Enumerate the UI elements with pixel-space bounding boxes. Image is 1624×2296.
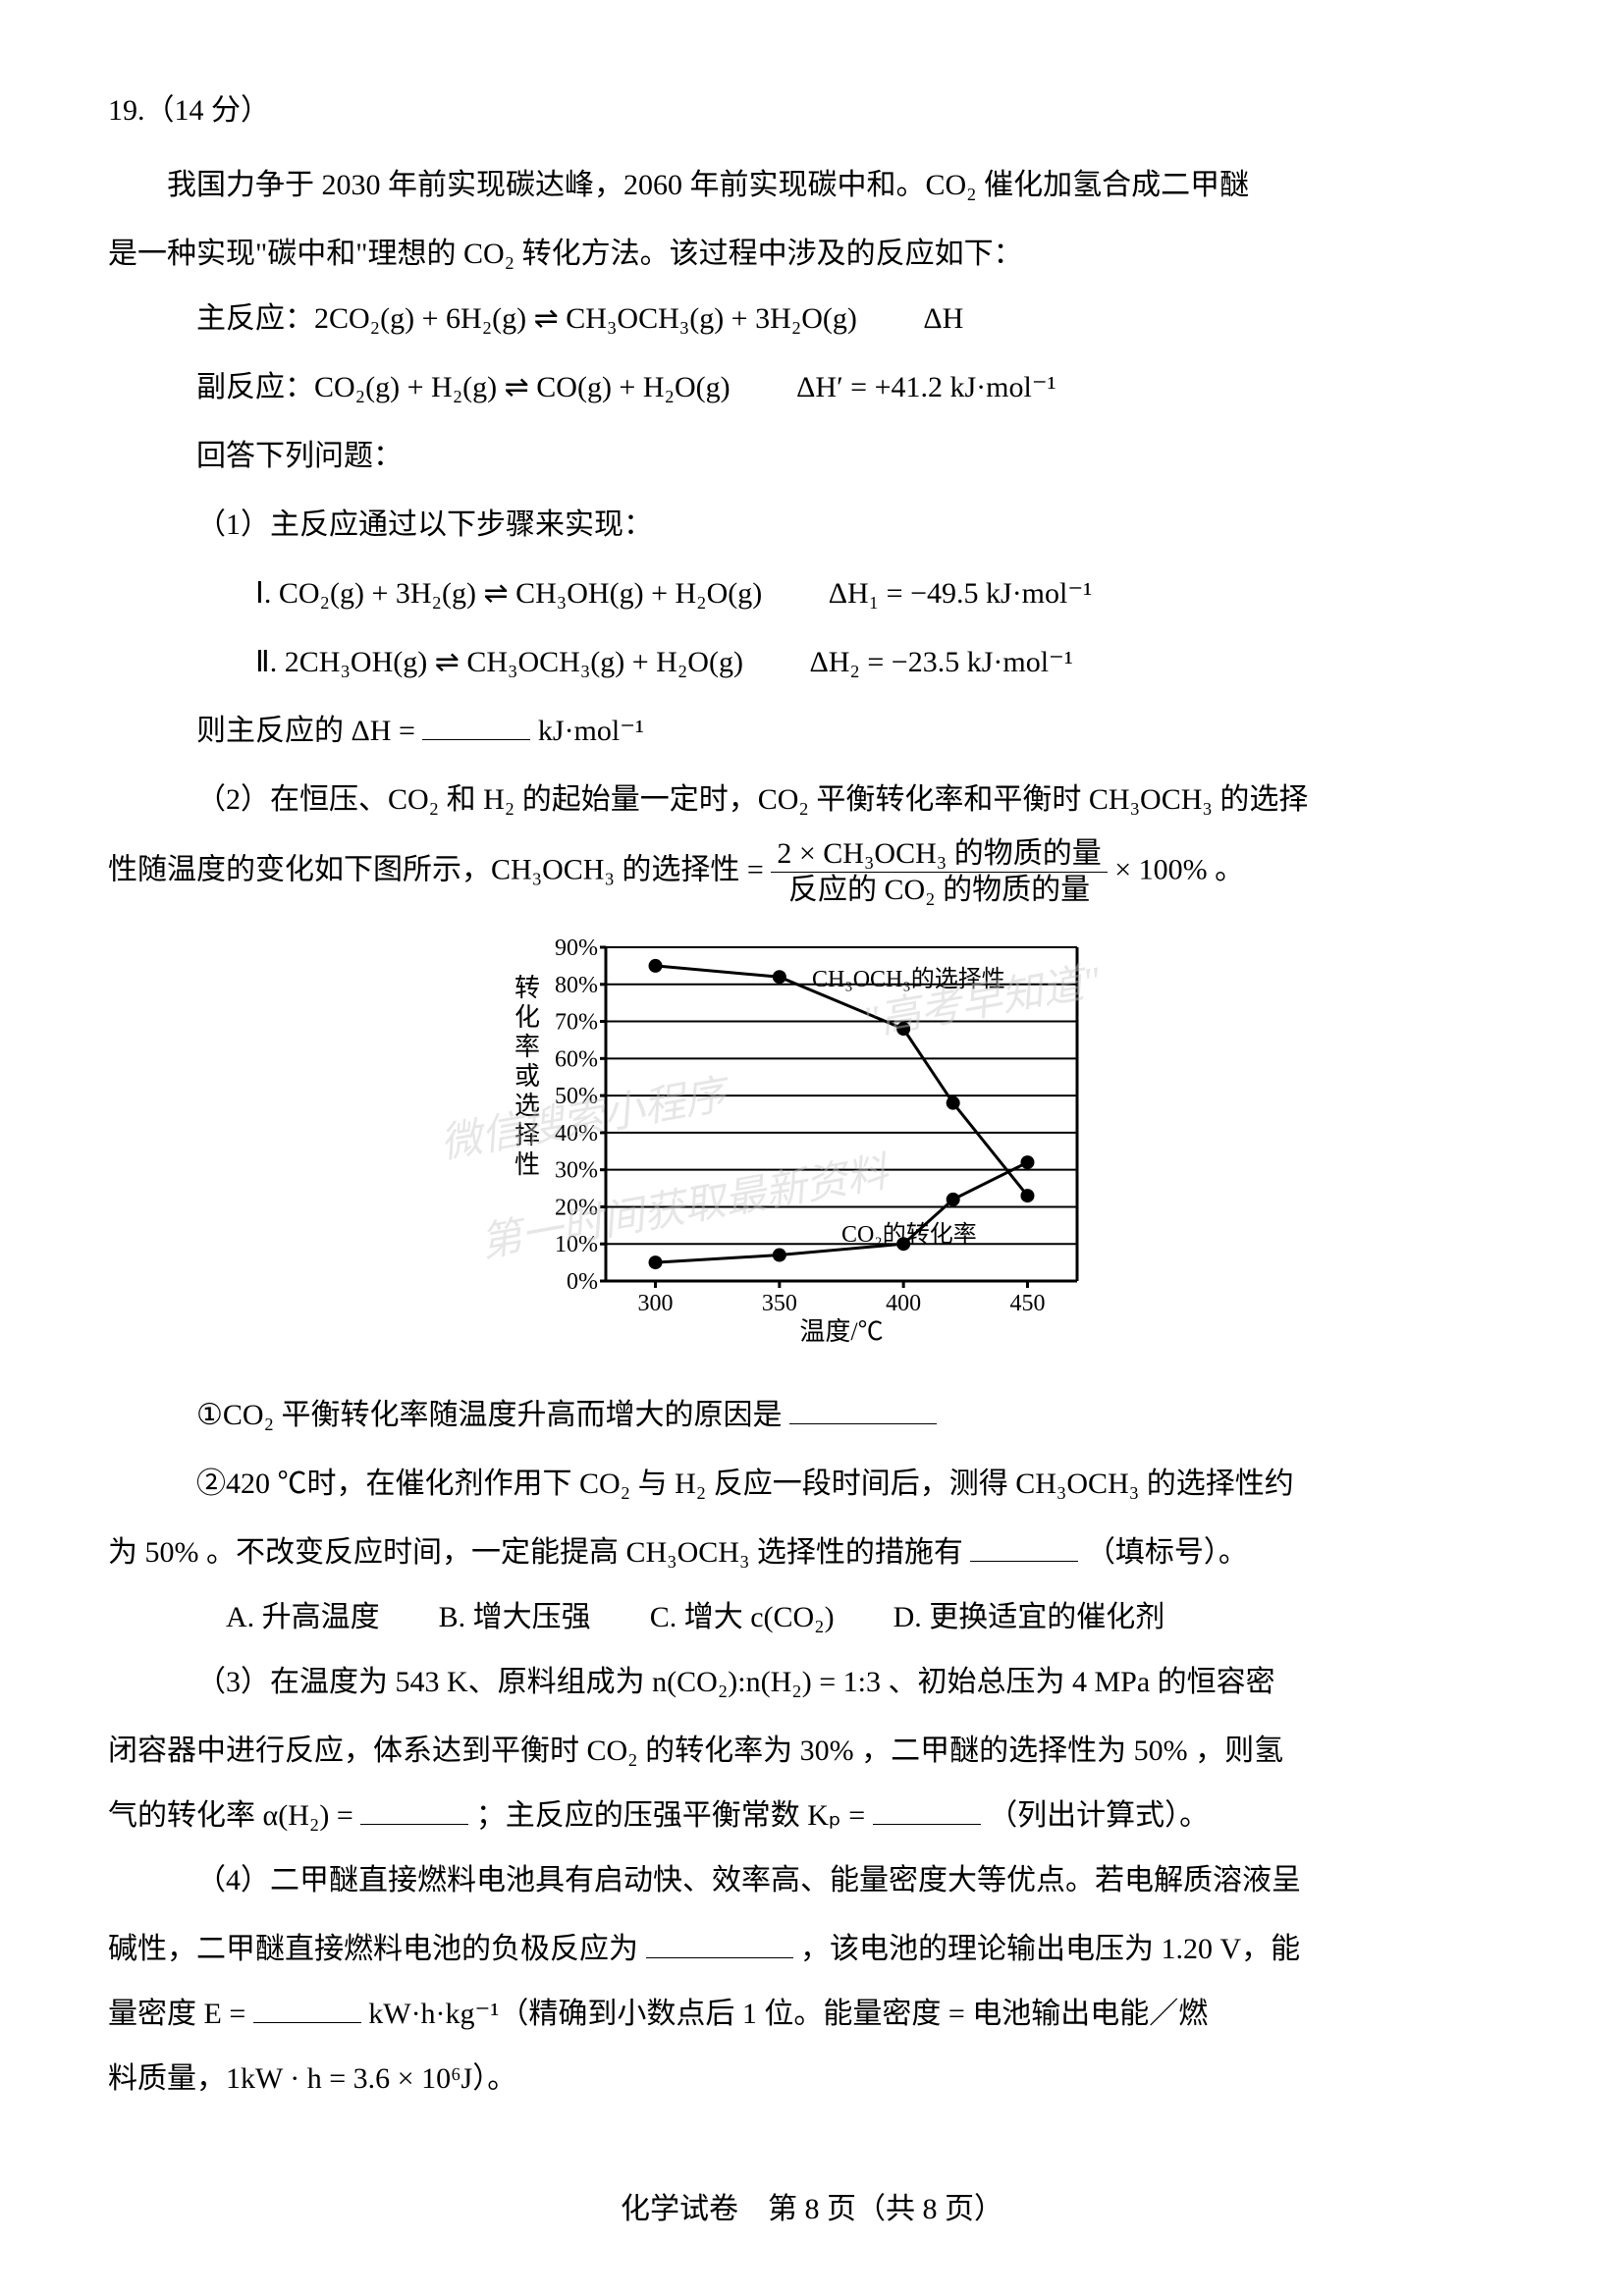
- svg-text:20%: 20%: [555, 1195, 598, 1220]
- q3-line3-post: （列出计算式）。: [988, 1799, 1209, 1832]
- main-reaction: 主反应：2CO₂(g) + 6H₂(g) ⇌ CH₃OCH₃(g) + 3H₂O…: [196, 287, 1516, 351]
- question-number: 19.（14 分）: [108, 79, 1516, 143]
- q2-line2-pre: 性随温度的变化如下图所示，CH₃OCH₃ 的选择性 =: [108, 853, 771, 885]
- svg-text:性: 性: [514, 1150, 540, 1179]
- q1-step1-eq: Ⅰ. CO₂(g) + 3H₂(g) ⇌ CH₃OH(g) + H₂O(g): [255, 577, 762, 610]
- q4-line3-post: kW·h·kg⁻¹（精确到小数点后 1 位。能量密度 = 电池输出电能／燃: [368, 1998, 1208, 2030]
- svg-text:80%: 80%: [555, 973, 598, 998]
- q2-sub1: ①CO₂ 平衡转化率随温度升高而增大的原因是: [196, 1383, 1516, 1448]
- q2-sub2-line1: ②420 ℃时，在催化剂作用下 CO₂ 与 H₂ 反应一段时间后，测得 CH₃O…: [196, 1452, 1516, 1517]
- q2-sub2-blank[interactable]: [970, 1532, 1078, 1562]
- svg-text:50%: 50%: [555, 1084, 598, 1109]
- q1-blank[interactable]: [422, 711, 530, 740]
- q4-line2: 碱性，二甲醚直接燃料电池的负极反应为 ，该电池的理论输出电压为 1.20 V，能: [108, 1917, 1516, 1982]
- svg-text:450: 450: [1009, 1291, 1045, 1316]
- q1-step2: Ⅱ. 2CH₃OH(g) ⇌ CH₃OCH₃(g) + H₂O(g) ΔH₂ =…: [255, 630, 1516, 695]
- q2-sub2-line2: 为 50% 。不改变反应时间，一定能提高 CH₃OCH₃ 选择性的措施有 （填标…: [108, 1521, 1516, 1585]
- q1-answer: 则主反应的 ΔH = kJ·mol⁻¹: [196, 699, 1516, 764]
- svg-text:40%: 40%: [555, 1121, 598, 1147]
- svg-text:化: 化: [514, 1003, 540, 1032]
- q3-line3-pre: 气的转化率 α(H₂) =: [108, 1799, 353, 1832]
- intro-line-1: 我国力争于 2030 年前实现碳达峰，2060 年前实现碳中和。CO₂ 催化加氢…: [108, 153, 1516, 218]
- svg-text:300: 300: [638, 1291, 674, 1316]
- q4-line2-post: ，该电池的理论输出电压为 1.20 V，能: [800, 1933, 1300, 1965]
- svg-text:90%: 90%: [555, 935, 598, 961]
- q3-line3-mid: ；主反应的压强平衡常数 Kₚ =: [476, 1799, 865, 1832]
- side-reaction: 副反应：CO₂(g) + H₂(g) ⇌ CO(g) + H₂O(g) ΔH′ …: [196, 355, 1516, 420]
- option-b[interactable]: B. 增大压强: [439, 1585, 591, 1650]
- intro-line-2: 是一种实现"碳中和"理想的 CO₂ 转化方法。该过程中涉及的反应如下：: [108, 222, 1516, 287]
- answer-prompt: 回答下列问题：: [196, 424, 1516, 489]
- svg-text:转: 转: [514, 974, 540, 1002]
- q2-line1: （2）在恒压、CO₂ 和 H₂ 的起始量一定时，CO₂ 平衡转化率和平衡时 CH…: [196, 768, 1516, 832]
- q3-line3: 气的转化率 α(H₂) = ；主反应的压强平衡常数 Kₚ = （列出计算式）。: [108, 1784, 1516, 1848]
- q1-step2-eq: Ⅱ. 2CH₃OH(g) ⇌ CH₃OCH₃(g) + H₂O(g): [255, 646, 743, 678]
- main-reaction-eq: 主反应：2CO₂(g) + 6H₂(g) ⇌ CH₃OCH₃(g) + 3H₂O…: [196, 302, 857, 335]
- q2-sub1-pre: ①CO₂ 平衡转化率随温度升高而增大的原因是: [196, 1399, 783, 1431]
- svg-text:率: 率: [514, 1033, 540, 1061]
- svg-text:350: 350: [762, 1291, 797, 1316]
- q4-line3: 量密度 E = kW·h·kg⁻¹（精确到小数点后 1 位。能量密度 = 电池输…: [108, 1982, 1516, 2047]
- q2-frac-bottom: 反应的 CO₂ 的物质的量: [771, 873, 1107, 908]
- q1-step2-dh: ΔH₂ = −23.5 kJ·mol⁻¹: [809, 630, 1072, 695]
- q1-step1-dh: ΔH₁ = −49.5 kJ·mol⁻¹: [829, 561, 1092, 626]
- options-row: A. 升高温度 B. 增大压强 C. 增大 c(CO₂) D. 更换适宜的催化剂: [226, 1585, 1516, 1650]
- q1-answer-post: kJ·mol⁻¹: [538, 715, 644, 747]
- svg-text:10%: 10%: [555, 1232, 598, 1257]
- option-d[interactable]: D. 更换适宜的催化剂: [893, 1585, 1165, 1650]
- q4-line2-pre: 碱性，二甲醚直接燃料电池的负极反应为: [108, 1933, 638, 1965]
- q2-frac-top: 2 × CH₃OCH₃ 的物质的量: [771, 836, 1107, 873]
- q4-blank-2[interactable]: [253, 1994, 361, 2023]
- q1-answer-pre: 则主反应的 ΔH =: [196, 715, 415, 747]
- q2-fraction: 2 × CH₃OCH₃ 的物质的量 反应的 CO₂ 的物质的量: [771, 836, 1107, 908]
- svg-text:或: 或: [514, 1062, 540, 1091]
- svg-text:温度/℃: 温度/℃: [799, 1317, 883, 1346]
- q2-sub2-line2-pre: 为 50% 。不改变反应时间，一定能提高 CH₃OCH₃ 选择性的措施有: [108, 1536, 963, 1569]
- option-a[interactable]: A. 升高温度: [226, 1585, 380, 1650]
- svg-text:70%: 70%: [555, 1010, 598, 1036]
- chart: 0% 10% 20% 30% 40% 50% 60% 70% 80% 90% 300 350 400 45…: [508, 928, 1116, 1373]
- q4-blank-1[interactable]: [646, 1929, 793, 1958]
- q4-line3-pre: 量密度 E =: [108, 1998, 245, 2030]
- main-reaction-dh: ΔH: [923, 287, 963, 351]
- q2-sub1-blank[interactable]: [789, 1395, 937, 1424]
- q3-blank-2[interactable]: [873, 1795, 981, 1825]
- svg-text:30%: 30%: [555, 1158, 598, 1184]
- q2-line2-post: × 100% 。: [1114, 853, 1244, 885]
- q2-line2: 性随温度的变化如下图所示，CH₃OCH₃ 的选择性 = 2 × CH₃OCH₃ …: [108, 836, 1516, 908]
- svg-text:选: 选: [514, 1092, 540, 1120]
- q3-line1: （3）在温度为 543 K、原料组成为 n(CO₂):n(H₂) = 1:3 、…: [196, 1650, 1516, 1715]
- q4-line4: 料质量，1kW · h = 3.6 × 10⁶J）。: [108, 2047, 1516, 2111]
- chart-svg: 0% 10% 20% 30% 40% 50% 60% 70% 80% 90% 300 350 400 45…: [508, 928, 1116, 1350]
- q1-step1: Ⅰ. CO₂(g) + 3H₂(g) ⇌ CH₃OH(g) + H₂O(g) Δ…: [255, 561, 1516, 626]
- side-reaction-eq: 副反应：CO₂(g) + H₂(g) ⇌ CO(g) + H₂O(g): [196, 371, 731, 403]
- side-reaction-dh: ΔH′ = +41.2 kJ·mol⁻¹: [796, 355, 1056, 420]
- option-c[interactable]: C. 增大 c(CO₂): [650, 1585, 835, 1650]
- q3-line2: 闭容器中进行反应，体系达到平衡时 CO₂ 的转化率为 30% ，二甲醚的选择性为…: [108, 1719, 1516, 1784]
- q1-header: （1）主反应通过以下步骤来实现：: [196, 493, 1516, 558]
- svg-text:0%: 0%: [567, 1269, 598, 1295]
- q4-line1: （4）二甲醚直接燃料电池具有启动快、效率高、能量密度大等优点。若电解质溶液呈: [196, 1848, 1516, 1913]
- svg-text:择: 择: [514, 1121, 540, 1149]
- page-footer: 化学试卷 第 8 页（共 8 页）: [0, 2177, 1624, 2242]
- svg-text:60%: 60%: [555, 1046, 598, 1072]
- q3-blank-1[interactable]: [360, 1795, 468, 1825]
- svg-text:CH₃OCH₃的选择性: CH₃OCH₃的选择性: [812, 966, 1005, 992]
- svg-text:CO₂的转化率: CO₂的转化率: [841, 1221, 977, 1248]
- q2-sub2-line2-post: （填标号）。: [1086, 1536, 1248, 1569]
- svg-text:400: 400: [886, 1291, 921, 1316]
